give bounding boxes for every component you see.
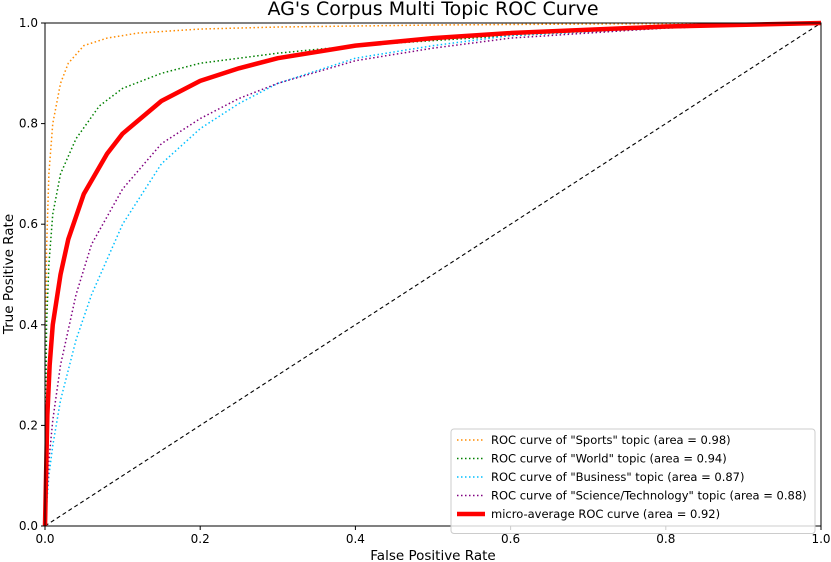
x-tick-label: 0.6 — [501, 532, 520, 546]
y-tick-label: 0.6 — [19, 217, 38, 231]
x-axis: 0.0 0.2 0.4 0.6 0.8 1.0 — [35, 526, 831, 546]
plot-area — [42, 20, 822, 527]
y-tick-label: 1.0 — [19, 16, 38, 30]
y-axis: 0.0 0.2 0.4 0.6 0.8 1.0 — [19, 16, 45, 533]
series-line-diagonal-reference — [44, 22, 822, 527]
y-tick-label: 0.4 — [19, 318, 38, 332]
legend: ROC curve of "Sports" topic (area = 0.98… — [450, 428, 816, 534]
legend-entry-label: ROC curve of "World" topic (area = 0.94) — [491, 452, 727, 466]
x-tick-label: 0.8 — [656, 532, 675, 546]
series-line-roc-curve-of-sports-topic-area-0-98 — [44, 22, 822, 527]
chart-title: AG's Corpus Multi Topic ROC Curve — [267, 0, 598, 20]
y-tick-label: 0.0 — [19, 519, 38, 533]
legend-entry-label: ROC curve of "Science/Technology" topic … — [491, 489, 807, 503]
y-tick-label: 0.2 — [19, 418, 38, 432]
x-axis-title: False Positive Rate — [370, 548, 495, 562]
y-axis-title: True Positive Rate — [1, 214, 17, 335]
plot-frame — [44, 22, 822, 527]
x-tick-label: 0.0 — [35, 532, 54, 546]
series-line-roc-curve-of-science-technology-topic-area-0-88 — [44, 22, 822, 527]
series-line-micro-average-roc-curve-area-0-92 — [42, 20, 822, 527]
x-tick-label: 0.4 — [346, 532, 365, 546]
legend-entry-label: ROC curve of "Sports" topic (area = 0.98… — [491, 433, 731, 447]
legend-frame — [450, 428, 816, 534]
x-tick-label: 0.2 — [191, 532, 210, 546]
x-tick-label: 1.0 — [811, 532, 830, 546]
legend-entry-label: micro-average ROC curve (area = 0.92) — [491, 507, 720, 521]
legend-entry-label: ROC curve of "Business" topic (area = 0.… — [491, 470, 744, 484]
y-tick-label: 0.8 — [19, 117, 38, 131]
series-line-roc-curve-of-world-topic-area-0-94 — [44, 22, 822, 527]
